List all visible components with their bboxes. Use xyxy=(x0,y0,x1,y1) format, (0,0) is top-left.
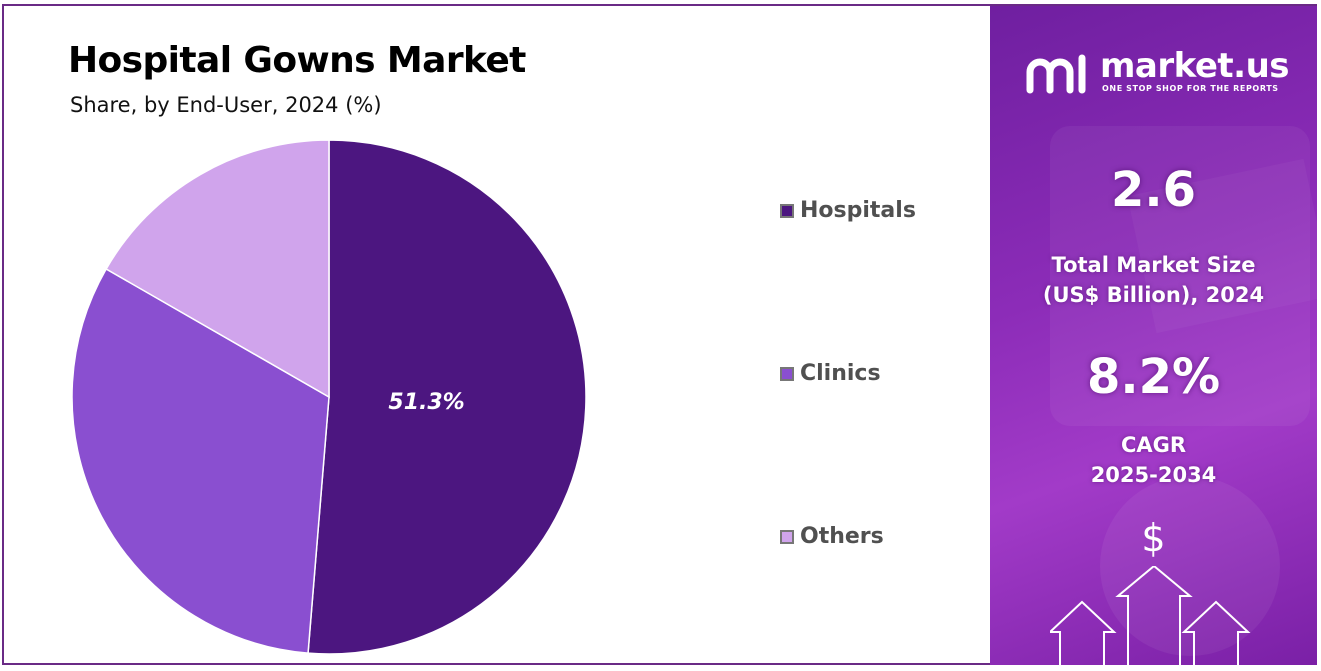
pie-slice-hospitals xyxy=(307,139,587,655)
chart-subtitle: Share, by End-User, 2024 (%) xyxy=(70,93,382,117)
growth-arrows-icon xyxy=(1050,566,1251,665)
dollar-icon: $ xyxy=(1141,516,1166,560)
logo-mark-icon xyxy=(1026,54,1086,94)
pie-slice-others xyxy=(105,139,330,399)
legend-label-hospitals: Hospitals xyxy=(800,198,916,223)
market-size-value: 2.6 xyxy=(1110,162,1197,218)
legend-label-clinics: Clinics xyxy=(800,361,881,386)
chart-panel: Hospital Gowns Market Share, by End-User… xyxy=(4,6,988,663)
market-us-logo: market.us ONE STOP SHOP FOR THE REPORTS xyxy=(1024,46,1294,108)
legend-swatch-hospitals xyxy=(780,203,794,218)
data-label-hospitals: 51.3% xyxy=(388,390,464,415)
cagr-label-line2: 2025-2034 xyxy=(1090,463,1217,487)
legend-item-others: Others xyxy=(780,524,884,549)
cagr-label: CAGR 2025-2034 xyxy=(990,430,1317,490)
pie-slice-clinics xyxy=(71,267,330,654)
market-size-label: Total Market Size (US$ Billion), 2024 xyxy=(990,250,1317,310)
chart-legend: Hospitals Clinics Others xyxy=(780,198,980,568)
chart-title: Hospital Gowns Market xyxy=(68,40,526,81)
logo-text: market.us xyxy=(1100,46,1290,86)
market-summary-panel: market.us ONE STOP SHOP FOR THE REPORTS … xyxy=(990,6,1317,665)
background-decoration xyxy=(1050,126,1317,656)
legend-item-hospitals: Hospitals xyxy=(780,198,916,223)
market-size-label-line1: Total Market Size xyxy=(1051,253,1256,277)
legend-swatch-clinics xyxy=(780,366,794,381)
pie-chart-svg: 51.3% xyxy=(71,139,587,655)
legend-swatch-others xyxy=(780,529,794,544)
logo-tagline: ONE STOP SHOP FOR THE REPORTS xyxy=(1102,84,1279,93)
cagr-label-line1: CAGR xyxy=(1120,433,1187,457)
legend-label-others: Others xyxy=(800,524,884,549)
cagr-value: 8.2% xyxy=(1086,349,1221,405)
market-size-label-line2: (US$ Billion), 2024 xyxy=(1042,283,1265,307)
pie-chart: 51.3% xyxy=(64,134,594,664)
legend-item-clinics: Clinics xyxy=(780,361,881,386)
